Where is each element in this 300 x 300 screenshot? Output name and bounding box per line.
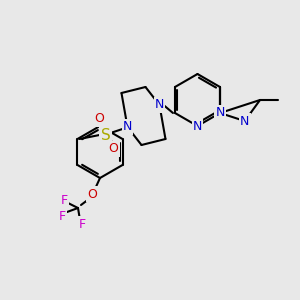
Text: O: O: [109, 142, 118, 155]
Text: O: O: [94, 112, 104, 125]
Text: N: N: [215, 106, 225, 119]
Text: N: N: [123, 121, 132, 134]
Text: N: N: [215, 106, 225, 119]
Text: F: F: [78, 218, 85, 230]
Text: O: O: [87, 188, 97, 200]
Text: N: N: [193, 119, 202, 133]
Text: N: N: [215, 106, 225, 119]
Text: F: F: [60, 194, 68, 206]
Text: N: N: [240, 115, 249, 128]
Text: N: N: [155, 98, 164, 112]
Text: F: F: [58, 209, 66, 223]
Text: S: S: [100, 128, 110, 142]
